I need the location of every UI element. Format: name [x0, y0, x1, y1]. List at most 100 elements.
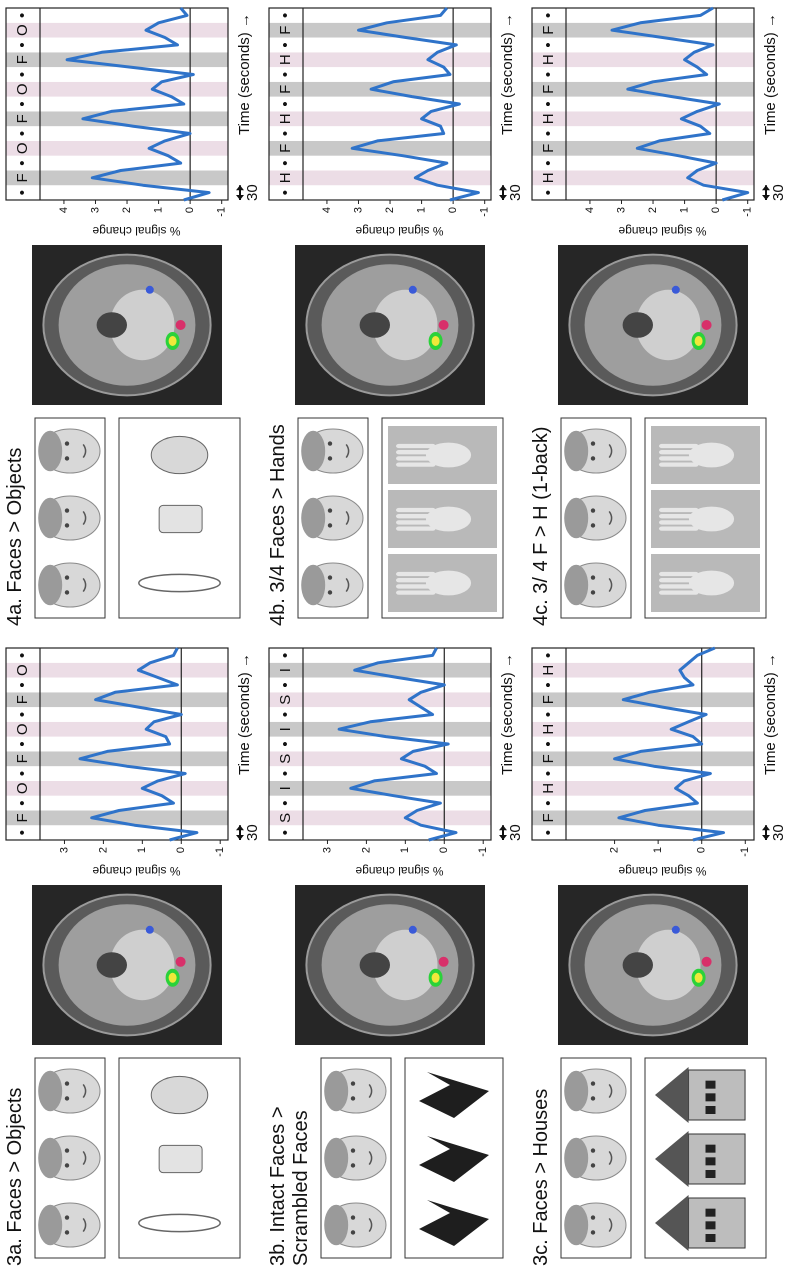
y-tick-label: 4	[321, 207, 333, 213]
activation-blob	[694, 972, 703, 983]
block-shade	[6, 155, 228, 171]
block-label: •	[540, 190, 557, 195]
house-sketch	[688, 1133, 746, 1185]
face-eye	[590, 1230, 596, 1235]
block-label: •	[540, 771, 557, 776]
hand-finger	[659, 571, 699, 577]
face-eye	[64, 523, 70, 528]
block-shade	[6, 81, 228, 97]
hand-finger	[396, 507, 436, 513]
face-mouth	[345, 510, 350, 526]
y-axis-label: % signal change	[92, 864, 180, 878]
block-shade	[269, 825, 491, 840]
face-eye	[327, 575, 333, 580]
y-axis-label: % signal change	[355, 224, 443, 238]
x-axis-label: Time (seconds) →	[236, 13, 253, 135]
block-label: F	[277, 144, 294, 153]
block-label: •	[540, 800, 557, 805]
hand-finger	[396, 443, 436, 449]
block-label: H	[540, 54, 557, 65]
y-tick-label: 2	[97, 847, 109, 853]
block-label: •	[277, 712, 294, 717]
y-tick-label: 1	[399, 847, 411, 853]
block-shade	[6, 707, 228, 722]
y-tick-label: 2	[647, 207, 659, 213]
brain-tissue	[372, 929, 438, 1001]
block-shade	[6, 140, 228, 156]
face-eye	[350, 1081, 356, 1086]
house-window	[705, 1170, 716, 1178]
face-hair	[564, 430, 589, 472]
brain-tissue	[109, 929, 175, 1001]
scale-bar-head	[499, 825, 507, 840]
y-tick-label: 0	[710, 207, 722, 213]
block-label: •	[540, 42, 557, 47]
face-hair	[324, 1204, 349, 1246]
block-shade	[269, 677, 491, 693]
block-label: I	[277, 727, 294, 731]
y-axis-label: % signal change	[355, 864, 443, 878]
face-mouth	[368, 1150, 373, 1166]
block-label: •	[540, 682, 557, 687]
block-label: F	[277, 85, 294, 94]
face-eye	[64, 1230, 70, 1235]
hand-finger	[396, 578, 436, 583]
scale-bar-head	[236, 185, 244, 200]
block-label: •	[277, 771, 294, 776]
block-label: F	[540, 85, 557, 94]
object-sketch	[158, 1144, 203, 1174]
block-shade	[269, 22, 491, 38]
block-label: •	[540, 160, 557, 165]
face-eye	[64, 508, 70, 513]
face-eye	[327, 441, 333, 446]
signal-trace	[65, 7, 211, 202]
activation-blob	[175, 956, 186, 967]
block-shade	[532, 126, 754, 141]
block-shade	[6, 736, 228, 752]
panel-title: 4b. 3/4 Faces > Hands	[267, 424, 289, 626]
block-label: •	[277, 160, 294, 165]
block-shade	[6, 8, 228, 23]
brain-stem	[622, 952, 653, 978]
block-label: •	[14, 830, 31, 835]
signal-trace	[78, 647, 199, 842]
block-label: F	[540, 754, 557, 763]
hand-finger	[659, 526, 699, 531]
x-axis-label: Time (seconds) →	[499, 13, 516, 135]
face-hair	[38, 1137, 63, 1179]
face-mouth	[345, 443, 350, 459]
block-label: •	[277, 131, 294, 136]
activation-blob	[145, 285, 154, 294]
house-window	[705, 1106, 716, 1114]
activation-blob	[671, 925, 680, 934]
block-label: •	[14, 131, 31, 136]
face-mouth	[82, 577, 87, 593]
block-shade	[269, 707, 491, 722]
block-shade	[532, 677, 754, 693]
face-eye	[350, 1148, 356, 1153]
hand-finger	[396, 514, 436, 519]
block-shade	[532, 67, 754, 82]
block-label: F	[14, 754, 31, 763]
plot-frame	[5, 7, 229, 201]
hand-finger	[396, 456, 436, 461]
block-label: H	[540, 783, 557, 794]
block-shade	[532, 170, 754, 186]
house-window	[705, 1144, 716, 1153]
block-label: •	[277, 190, 294, 195]
block-shade	[269, 766, 491, 781]
block-shade	[6, 766, 228, 781]
scrambled-face	[419, 1200, 489, 1246]
panel-title: 4c. 3/ 4 F > H (1-back)	[530, 426, 552, 626]
block-label: •	[540, 101, 557, 106]
block-label: •	[14, 741, 31, 746]
block-shade	[532, 692, 754, 708]
block-label: F	[540, 813, 557, 822]
block-label: H	[540, 665, 557, 676]
hand-finger	[659, 507, 699, 513]
house-window	[705, 1221, 716, 1230]
block-shade	[269, 692, 491, 708]
